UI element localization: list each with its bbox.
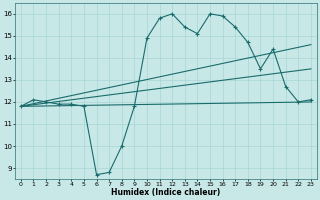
X-axis label: Humidex (Indice chaleur): Humidex (Indice chaleur) bbox=[111, 188, 220, 197]
